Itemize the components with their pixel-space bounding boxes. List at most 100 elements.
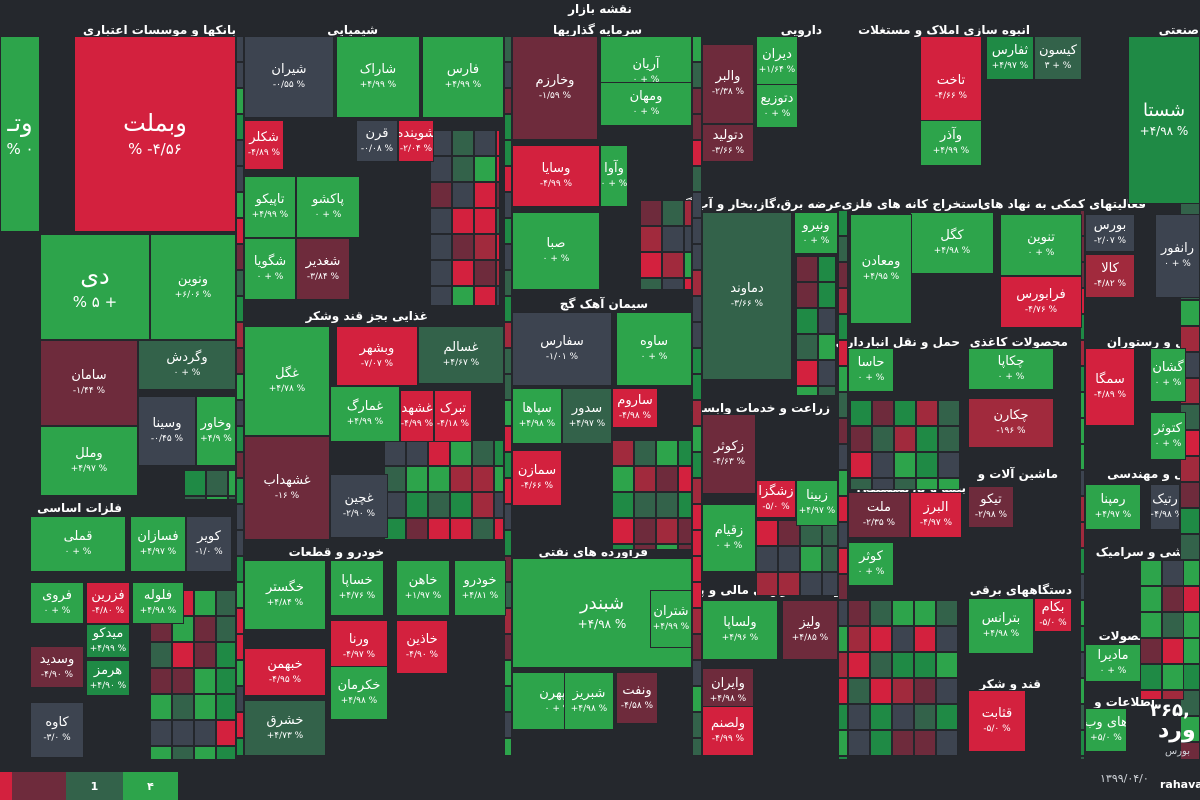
stock-tile[interactable]: رتیک+۴/۹۸ % [1150,484,1180,530]
stock-tile[interactable]: فروی ۰ + % [30,582,84,624]
stock-tile[interactable]: وآوا ۰ + % [600,145,628,207]
stock-tile[interactable]: غچین -۲/۹۰ % [330,474,388,538]
stock-tile[interactable]: بکام -۵/۰ % [1034,598,1072,632]
stock-tile[interactable]: سپاها +۴/۹۸ % [512,388,562,444]
stock-tile[interactable]: فارس +۴/۹۹ % [422,36,504,118]
stock-tile[interactable]: زقیام ۰ + % [702,504,756,572]
stock-tile[interactable]: هرمز +۴/۹۰ % [86,660,130,696]
stock-tile[interactable]: حاسا ۰ + % [848,348,894,392]
stock-tile[interactable]: غسالم +۴/۶۷ % [418,326,504,384]
stock-tile[interactable]: وخارزم -۱/۵۹ % [512,36,598,140]
stock-tile[interactable]: سمازن -۴/۶۶ % [512,450,562,506]
stock-tile[interactable]: وآذر +۴/۹۹ % [920,120,982,166]
stock-tile[interactable]: فزرین -۴/۸۰ % [86,582,130,624]
stock-tile[interactable]: غشهداب -۱۶ % [244,436,330,540]
stock-tile[interactable]: ونفت -۴/۵۸ % [616,672,658,724]
stock-tile[interactable]: پاکشو ۰ + % [296,176,360,238]
stock-tile[interactable]: فسازان +۴/۹۷ % [130,516,186,572]
stock-tile[interactable]: ونیرو ۰ + % [794,212,838,254]
stock-tile[interactable]: بورس -۲/۰۷ % [1085,214,1135,252]
stock-tile[interactable]: ومهان ۰ + % [600,82,692,126]
stock-tile[interactable]: فلوله +۴/۹۸ % [132,582,184,624]
stock-tile[interactable]: وسدید -۴/۹۰ % [30,646,84,688]
stock-tile[interactable]: خبهمن -۴/۹۵ % [244,648,326,696]
stock-tile[interactable]: مادیرا ۰ + % [1085,644,1141,682]
stock-tile[interactable]: قرن -۰/۰۸ % [356,120,398,162]
stock-tile[interactable]: چکاپا ۰ + % [968,348,1054,390]
stock-tile[interactable]: البرز -۴/۹۷ % [910,492,962,538]
stock-tile[interactable]: میدکو +۴/۹۹ % [86,624,130,658]
stock-tile[interactable]: رانفور ۰ + % [1155,214,1200,298]
stock-tile[interactable]: چکارن -۱۹۶ % [968,398,1054,448]
stock-tile[interactable]: وتـ % ۰ [0,36,40,232]
stock-tile[interactable]: خاذین -۴/۹۰ % [396,620,448,674]
stock-tile[interactable]: کتوثر ۰ + % [1150,412,1186,460]
stock-tile[interactable]: تبرک -۴/۱۸ % [434,390,472,442]
stock-tile[interactable]: خکرمان +۴/۹۸ % [330,666,388,720]
stock-tile[interactable]: ساروم -۴/۹۸ % [612,388,658,428]
stock-tile[interactable]: کویر -۱/۰ % [186,516,232,572]
stock-tile[interactable]: صبا ۰ + % [512,212,600,290]
stock-tile[interactable]: قملی ۰ + % [30,516,126,572]
stock-tile[interactable]: ورنا -۴/۹۷ % [330,620,388,674]
stock-tile[interactable]: ملت -۲/۳۵ % [848,492,910,538]
stock-tile[interactable]: شگویا ۰ + % [244,238,296,300]
stock-tile[interactable]: شوینده -۲/۰۴ % [398,120,434,162]
stock-tile[interactable]: تیکو -۲/۹۸ % [968,486,1014,528]
stock-tile[interactable]: والبر -۲/۳۸ % [702,44,754,124]
stock-tile[interactable]: ولصنم -۴/۹۹ % [702,706,754,756]
stock-tile[interactable]: دماوند -۳/۶۶ % [702,212,792,380]
stock-tile[interactable]: وبشهر -۷/۰۷ % [336,326,418,386]
stock-tile[interactable]: شتران +۴/۹۹ % [650,590,692,648]
stock-tile[interactable]: شکلر -۴/۸۹ % [244,120,284,170]
stock-tile[interactable]: شبندر +۴/۹۸ % [512,558,692,668]
stock-tile[interactable]: ولساپا +۴/۹۶ % [702,600,778,660]
stock-tile[interactable]: سفارس -۱/۰۱ % [512,312,612,386]
stock-tile[interactable]: وبملت % -۴/۵۶ [74,36,236,232]
stock-tile[interactable]: های وب +۵/۰ % [1085,708,1127,752]
stock-tile[interactable]: رمپنا +۴/۹۷ % [1085,484,1141,530]
stock-tile[interactable]: بترانس +۴/۹۸ % [968,598,1034,654]
stock-tile[interactable]: کاوه -۳/۰ % [30,702,84,758]
stock-tile[interactable]: دتولید -۳/۶۶ % [702,124,754,162]
stock-tile[interactable]: سامان -۱/۴۴ % [40,340,138,426]
stock-tile[interactable]: شیران -۰/۵۵ % [244,36,334,118]
stock-tile[interactable]: غمارگ +۴/۹۹ % [330,386,400,442]
stock-tile[interactable]: وگردش ۰ + % [138,340,236,390]
stock-tile[interactable]: شبریز +۴/۹۸ % [564,672,614,730]
stock-tile[interactable]: زشگزا -۵/۰ % [756,480,796,518]
stock-tile[interactable]: قثابت -۵/۰ % [968,690,1026,752]
stock-tile[interactable]: ساوه ۰ + % [616,312,692,386]
stock-tile[interactable]: وسینا -۰/۴۵ % [138,396,196,466]
stock-tile[interactable]: شستا +۴/۹۸ % [1128,36,1200,204]
stock-tile[interactable]: تاپیکو +۴/۹۹ % [244,176,296,238]
stock-tile[interactable]: ونوین +۶/۰۶ % [150,234,236,340]
stock-tile[interactable]: زبینا +۴/۹۷ % [796,480,838,526]
stock-tile[interactable]: سمگا -۴/۸۹ % [1085,348,1135,426]
stock-tile[interactable]: دیران +۱/۶۴ % [756,36,798,88]
stock-tile[interactable]: خودرو +۴/۸۱ % [454,560,506,616]
stock-tile[interactable]: کوثر ۰ + % [848,542,894,586]
stock-tile[interactable]: ومعادن +۴/۹۵ % [850,214,912,324]
stock-tile[interactable]: خگستر +۴/۸۴ % [244,560,326,630]
stock-tile[interactable]: غگل +۴/۷۸ % [244,326,330,436]
stock-tile[interactable]: ولیز +۴/۸۵ % [782,600,838,660]
stock-tile[interactable]: گشان ۰ + % [1150,348,1186,402]
stock-tile[interactable]: شاراک +۴/۹۹ % [336,36,420,118]
stock-tile[interactable]: سدور +۴/۹۷ % [562,388,612,444]
stock-tile[interactable]: وخاور +۴/۹ % [196,396,236,466]
stock-tile[interactable]: زکوثر -۴/۶۳ % [702,414,756,494]
stock-tile[interactable]: خشرق +۴/۷۳ % [244,700,326,756]
stock-tile[interactable]: خاهن +۱/۹۷ % [396,560,450,616]
stock-tile[interactable]: غشهد -۴/۹۹ % [400,390,434,442]
stock-tile[interactable]: کالا -۴/۸۲ % [1085,254,1135,298]
stock-tile[interactable]: ثفارس +۴/۹۷ % [986,36,1034,80]
stock-tile[interactable]: وسایا -۴/۹۹ % [512,145,600,207]
stock-tile[interactable]: فرابورس -۴/۷۶ % [1000,276,1082,328]
stock-tile[interactable]: کگل +۴/۹۸ % [910,212,994,274]
stock-tile[interactable]: وملل +۴/۹۷ % [40,426,138,496]
stock-tile[interactable]: تنوین ۰ + % [1000,214,1082,276]
stock-tile[interactable]: شغدیر -۳/۸۴ % [296,238,350,300]
stock-tile[interactable]: دتوزیع ۰ + % [756,84,798,128]
stock-tile[interactable]: خساپا +۴/۷۶ % [330,560,384,616]
